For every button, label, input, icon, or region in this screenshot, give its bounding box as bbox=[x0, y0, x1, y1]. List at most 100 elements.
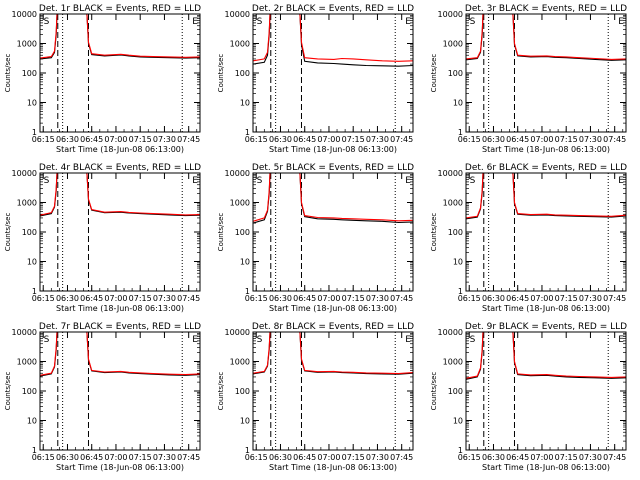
panel-det-2: Det. 2r BLACK = Events, RED = LLD Counts/… bbox=[217, 4, 414, 154]
time-marker-S: S bbox=[257, 176, 263, 186]
y-tick-label: 1000 bbox=[443, 199, 463, 208]
x-tick-label: 06:30 bbox=[56, 453, 79, 462]
series-events-line bbox=[466, 173, 626, 220]
x-tick-label: 06:45 bbox=[293, 453, 316, 462]
x-tick-label: 06:30 bbox=[269, 453, 292, 462]
x-tick-label: 07:45 bbox=[390, 135, 413, 144]
x-axis-label: Start Time (18-Jun-08 06:13:00) bbox=[482, 304, 610, 313]
plot-frame bbox=[252, 13, 414, 133]
x-tick-label: 07:30 bbox=[366, 135, 389, 144]
x-tick-label: 06:15 bbox=[458, 453, 481, 462]
series-lld-line bbox=[466, 14, 626, 60]
plot-frame bbox=[252, 331, 414, 451]
panel-title: Det. 7r BLACK = Events, RED = LLD bbox=[39, 322, 201, 332]
panel-title: Det. 8r BLACK = Events, RED = LLD bbox=[252, 322, 414, 332]
x-tick-label: 07:30 bbox=[579, 294, 602, 303]
y-tick-label: 10 bbox=[27, 417, 37, 426]
panel-title: Det. 6r BLACK = Events, RED = LLD bbox=[465, 163, 627, 173]
y-tick-label: 1 bbox=[245, 446, 250, 455]
time-marker-E: E bbox=[618, 335, 624, 345]
x-tick-label: 07:45 bbox=[177, 453, 200, 462]
time-marker-E: E bbox=[405, 176, 411, 186]
x-tick-label: 06:30 bbox=[56, 135, 79, 144]
y-tick-label: 1000 bbox=[17, 40, 37, 49]
y-tick-label: 10000 bbox=[12, 10, 37, 19]
panel-det-7: Det. 7r BLACK = Events, RED = LLD Counts/… bbox=[4, 322, 201, 472]
y-axis-label: Counts/sec bbox=[430, 213, 438, 252]
panel-title: Det. 4r BLACK = Events, RED = LLD bbox=[39, 163, 201, 173]
x-tick-label: 07:00 bbox=[530, 453, 553, 462]
x-tick-label: 07:45 bbox=[603, 294, 626, 303]
x-tick-label: 07:30 bbox=[579, 453, 602, 462]
x-tick-label: 07:15 bbox=[129, 453, 152, 462]
x-tick-label: 06:45 bbox=[506, 294, 529, 303]
x-axis-label: Start Time (18-Jun-08 06:13:00) bbox=[56, 304, 184, 313]
time-marker-E: E bbox=[405, 17, 411, 27]
series-lld-line bbox=[466, 332, 626, 379]
series-events-line bbox=[253, 14, 413, 67]
series-events-line bbox=[253, 332, 413, 375]
y-tick-label: 1 bbox=[458, 287, 463, 296]
panel-det-4: Det. 4r BLACK = Events, RED = LLD Counts/… bbox=[4, 163, 201, 313]
x-tick-label: 07:00 bbox=[317, 453, 340, 462]
x-tick-label: 07:15 bbox=[129, 135, 152, 144]
plot-frame bbox=[252, 172, 414, 292]
x-tick-label: 06:45 bbox=[80, 135, 103, 144]
time-marker-S: S bbox=[257, 335, 263, 345]
x-tick-label: 07:30 bbox=[153, 294, 176, 303]
series-events-line bbox=[253, 173, 413, 224]
x-tick-label: 06:45 bbox=[506, 453, 529, 462]
y-tick-label: 100 bbox=[22, 69, 37, 78]
panel-det-8: Det. 8r BLACK = Events, RED = LLD Counts/… bbox=[217, 322, 414, 472]
x-tick-label: 06:15 bbox=[245, 294, 268, 303]
series-lld-line bbox=[40, 332, 200, 376]
x-tick-label: 07:00 bbox=[317, 294, 340, 303]
y-tick-label: 1000 bbox=[17, 199, 37, 208]
series-events-line bbox=[40, 173, 200, 217]
series-lld-line bbox=[253, 332, 413, 375]
x-tick-label: 07:30 bbox=[366, 453, 389, 462]
y-tick-label: 100 bbox=[448, 69, 463, 78]
time-marker-S: S bbox=[44, 335, 50, 345]
series-events-line bbox=[40, 332, 200, 377]
plot-frame bbox=[465, 13, 627, 133]
x-tick-label: 06:15 bbox=[458, 135, 481, 144]
x-tick-label: 07:15 bbox=[342, 294, 365, 303]
panel-title: Det. 1r BLACK = Events, RED = LLD bbox=[39, 4, 201, 14]
x-tick-label: 06:15 bbox=[32, 453, 55, 462]
panel-title: Det. 9r BLACK = Events, RED = LLD bbox=[465, 322, 627, 332]
time-marker-S: S bbox=[257, 17, 263, 27]
x-tick-label: 06:30 bbox=[482, 135, 505, 144]
x-axis-label: Start Time (18-Jun-08 06:13:00) bbox=[269, 463, 397, 472]
x-axis-label: Start Time (18-Jun-08 06:13:00) bbox=[269, 304, 397, 313]
y-tick-label: 100 bbox=[448, 387, 463, 396]
x-axis-label: Start Time (18-Jun-08 06:13:00) bbox=[56, 463, 184, 472]
panel-det-9: Det. 9r BLACK = Events, RED = LLD Counts/… bbox=[430, 322, 627, 472]
panel-title: Det. 5r BLACK = Events, RED = LLD bbox=[252, 163, 414, 173]
y-tick-label: 1000 bbox=[230, 40, 250, 49]
y-tick-label: 100 bbox=[235, 228, 250, 237]
x-tick-label: 07:30 bbox=[579, 135, 602, 144]
x-tick-label: 07:00 bbox=[104, 453, 127, 462]
x-axis-label: Start Time (18-Jun-08 06:13:00) bbox=[56, 145, 184, 154]
y-tick-label: 100 bbox=[448, 228, 463, 237]
time-marker-S: S bbox=[470, 17, 476, 27]
y-axis-label: Counts/sec bbox=[217, 54, 225, 93]
y-tick-label: 10 bbox=[453, 258, 463, 267]
x-tick-label: 07:30 bbox=[153, 135, 176, 144]
series-lld-line bbox=[40, 14, 200, 59]
x-tick-label: 07:30 bbox=[366, 294, 389, 303]
time-marker-E: E bbox=[192, 335, 198, 345]
x-tick-label: 07:00 bbox=[104, 135, 127, 144]
panel-det-5: Det. 5r BLACK = Events, RED = LLD Counts/… bbox=[217, 163, 414, 313]
x-tick-label: 06:15 bbox=[245, 135, 268, 144]
x-tick-label: 06:45 bbox=[293, 294, 316, 303]
plot-frame bbox=[39, 172, 201, 292]
x-tick-label: 07:45 bbox=[390, 294, 413, 303]
x-tick-label: 07:45 bbox=[177, 135, 200, 144]
x-tick-label: 06:30 bbox=[56, 294, 79, 303]
x-tick-label: 07:15 bbox=[555, 453, 578, 462]
y-tick-label: 100 bbox=[22, 228, 37, 237]
y-axis-label: Counts/sec bbox=[4, 213, 12, 252]
y-axis-label: Counts/sec bbox=[430, 54, 438, 93]
